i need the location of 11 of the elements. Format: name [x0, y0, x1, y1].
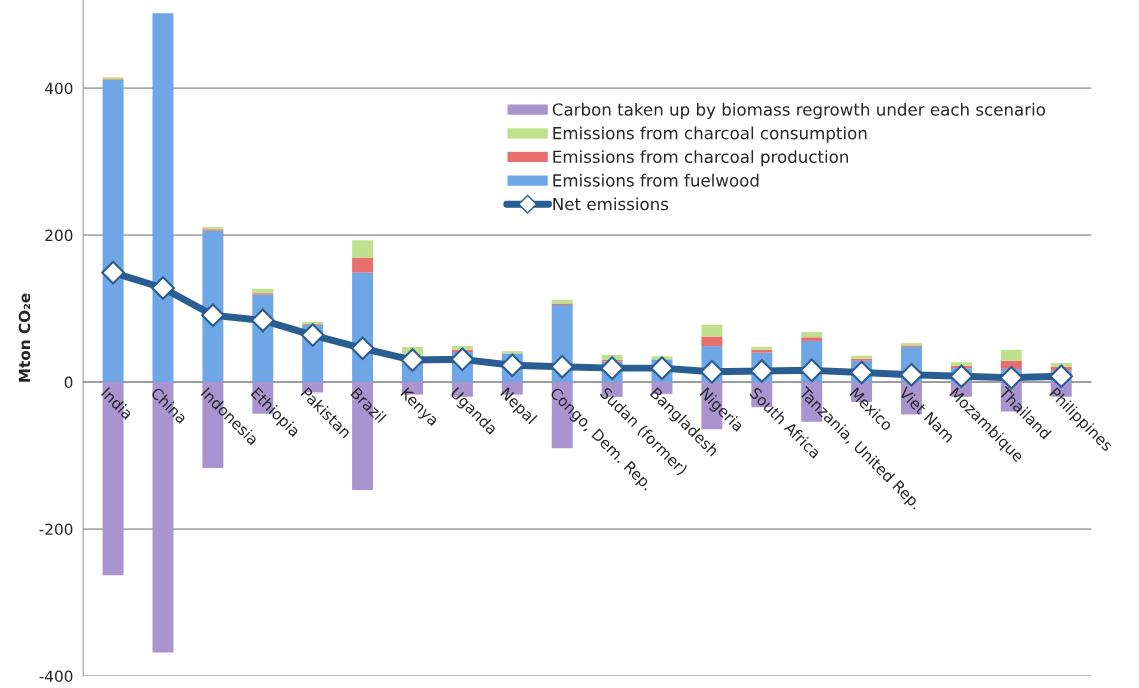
y-axis-title: Mton CO₂e	[18, 293, 31, 382]
y-tick-label: -400	[39, 670, 73, 683]
y-tick-label: 200	[45, 229, 73, 242]
y-tick-label: 400	[45, 82, 73, 95]
legend-label: Emissions from charcoal consumption	[553, 126, 867, 143]
y-tick-label: -200	[39, 523, 73, 536]
legend-label: Emissions from charcoal production	[553, 150, 848, 167]
legend-label: Carbon taken up by biomass regrowth under each scenario	[552, 102, 1046, 120]
legend-label: Emissions from fuelwood	[553, 173, 759, 187]
legend-label: Net emissions	[553, 197, 669, 211]
y-tick-label: 0	[64, 376, 73, 389]
